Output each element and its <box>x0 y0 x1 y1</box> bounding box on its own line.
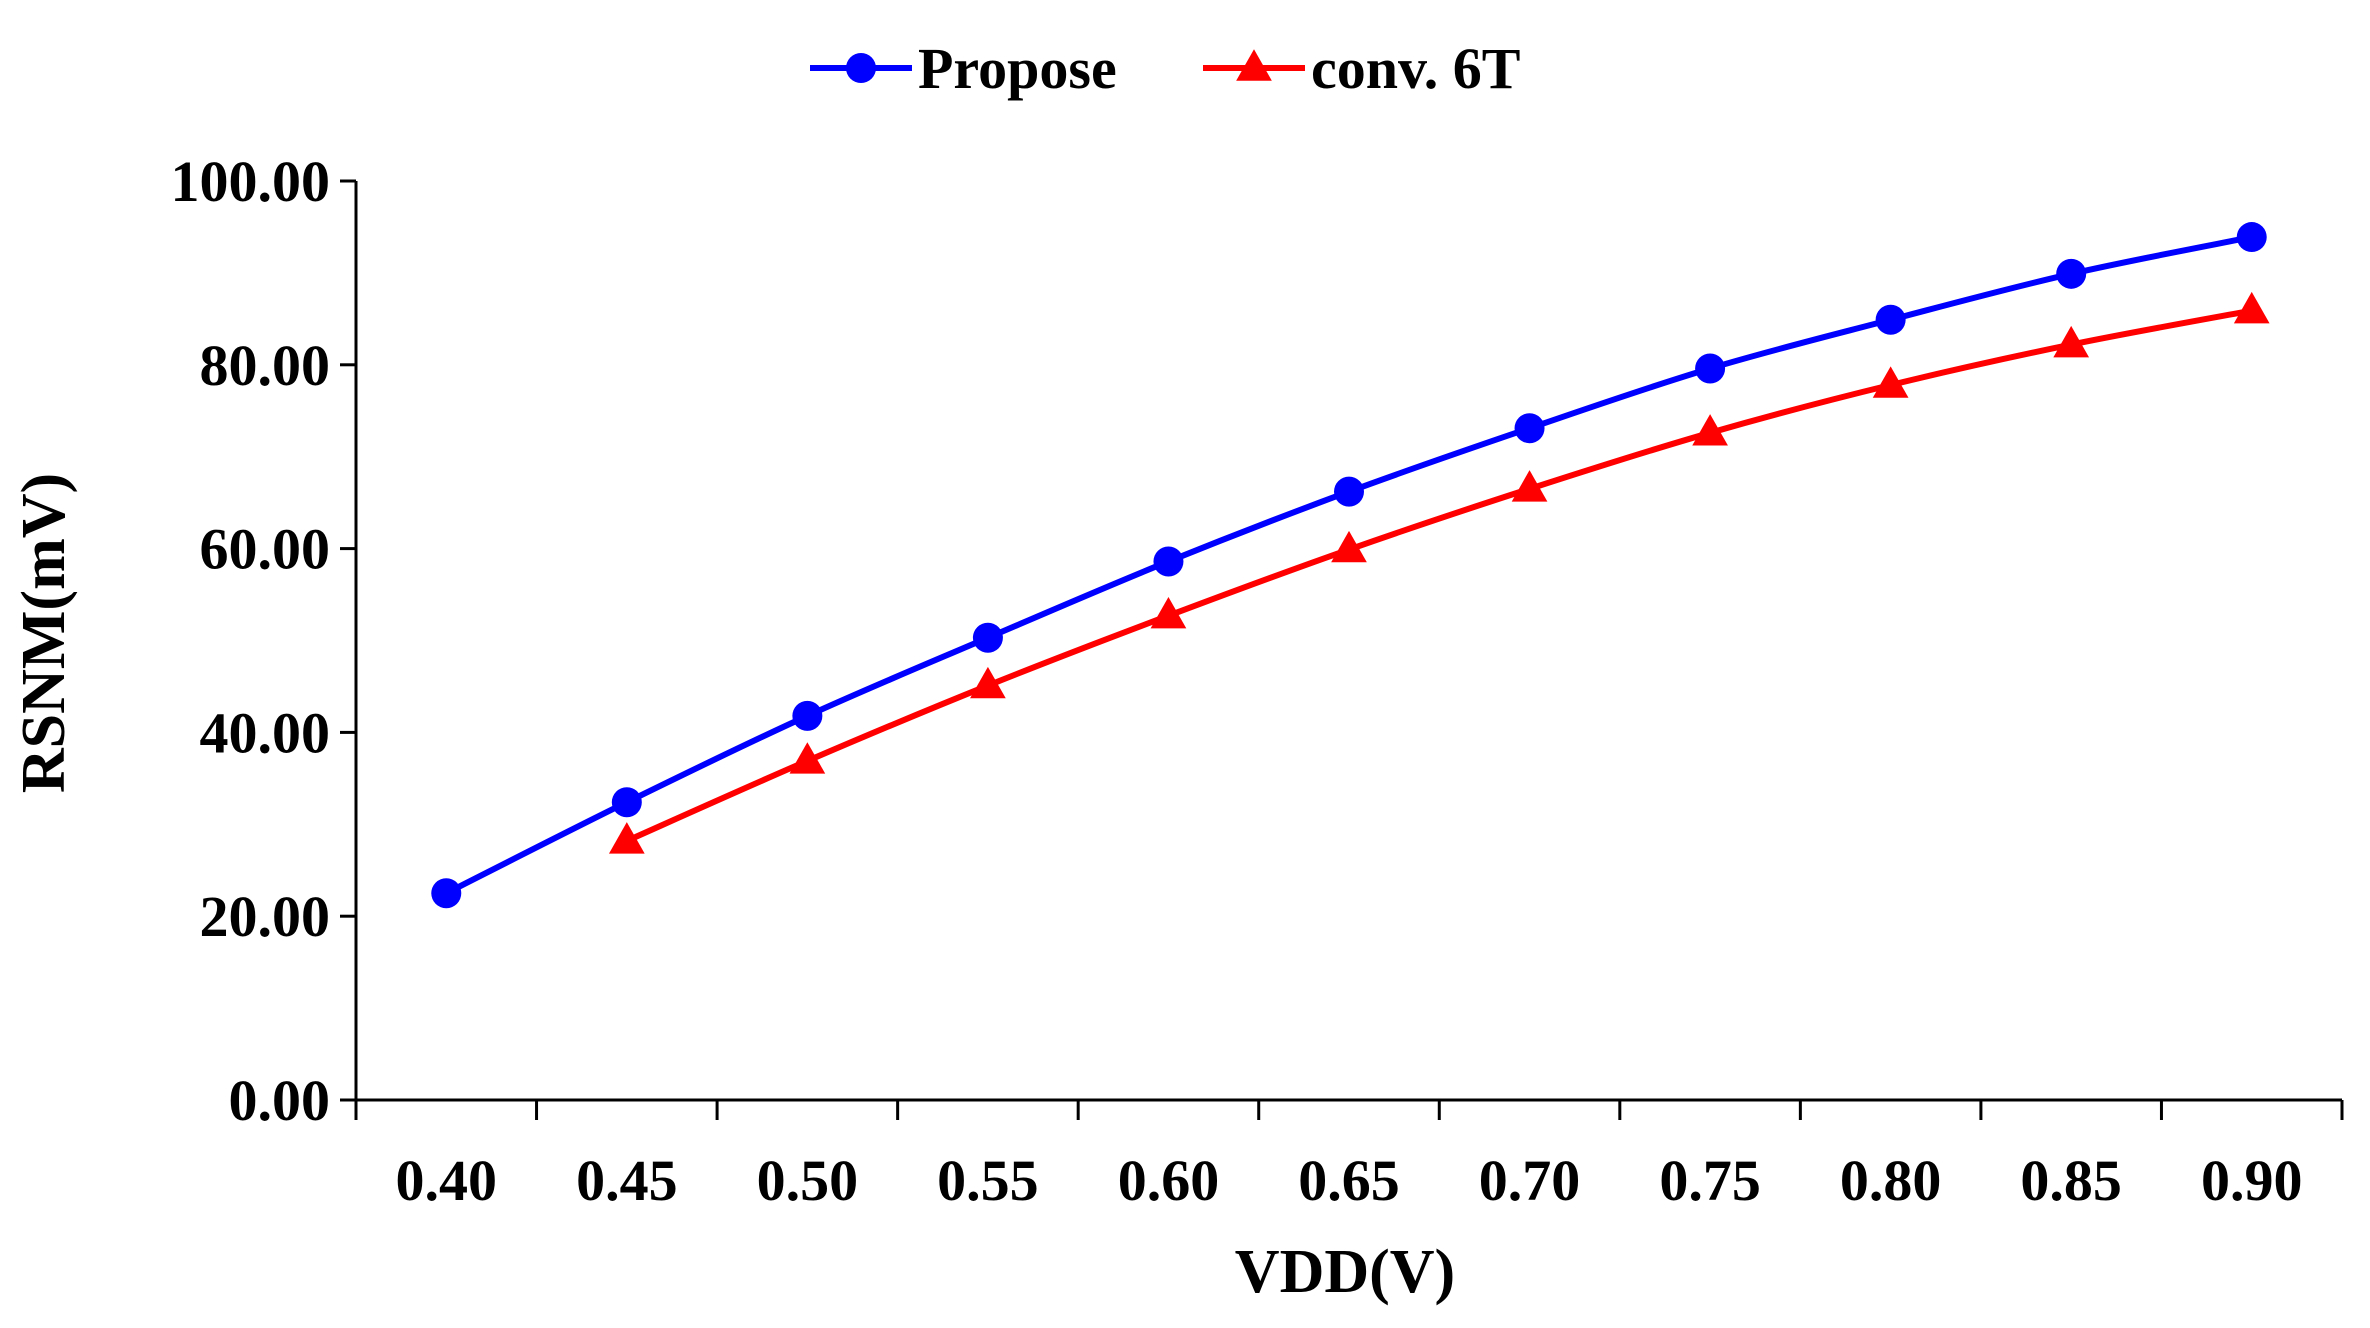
x-tick-label: 0.60 <box>1118 1148 1220 1213</box>
data-point-conv-6t <box>970 666 1006 699</box>
x-tick-label: 0.40 <box>396 1148 498 1213</box>
data-point-propose <box>611 787 642 818</box>
data-point-propose <box>2056 258 2087 289</box>
y-tick-label: 0.00 <box>229 1068 331 1133</box>
data-point-conv-6t <box>1511 470 1548 502</box>
legend-label: Propose <box>918 36 1117 101</box>
y-tick-label: 60.00 <box>200 517 331 582</box>
data-point-conv-6t <box>2053 325 2090 358</box>
data-point-propose <box>1875 304 1906 335</box>
data-point-propose <box>792 700 823 731</box>
legend-marker <box>1236 49 1272 81</box>
y-tick-label: 80.00 <box>200 333 331 398</box>
x-tick-label: 0.70 <box>1479 1148 1581 1213</box>
x-tick-label: 0.50 <box>757 1148 859 1213</box>
data-point-propose <box>1695 353 1726 384</box>
legend-label: conv. 6T <box>1311 36 1521 101</box>
x-axis-title: VDD(V) <box>1235 1238 1455 1306</box>
x-tick-label: 0.45 <box>576 1148 678 1213</box>
x-tick-label: 0.75 <box>1659 1148 1761 1213</box>
legend-item-propose: Propose <box>810 36 1117 101</box>
data-point-conv-6t <box>2233 291 2270 324</box>
data-point-conv-6t <box>1692 414 1728 446</box>
data-point-conv-6t <box>608 822 645 854</box>
x-axis: 0.40 0.45 0.50 0.55 0.60 0.65 0.70 0.75 0.80 0.85… <box>354 1098 2344 1213</box>
x-tick-label: 0.65 <box>1298 1148 1400 1213</box>
y-axis: 0.00 20.00 40.00 60.00 80.00 100.00 <box>171 149 358 1133</box>
series-propose <box>431 222 2267 909</box>
data-point-propose <box>1514 413 1545 444</box>
data-point-propose <box>972 622 1003 653</box>
legend-marker <box>846 53 876 83</box>
series-line-propose <box>444 234 2253 896</box>
x-tick-label: 0.55 <box>937 1148 1039 1213</box>
y-tick-label: 20.00 <box>200 884 331 949</box>
data-point-propose <box>1153 546 1184 577</box>
series-conv-6t <box>608 291 2270 854</box>
legend: Propose conv. 6T <box>810 36 1521 101</box>
y-axis-title: RSNM(mV) <box>10 473 78 793</box>
data-point-propose <box>1334 476 1364 507</box>
y-tick-label: 100.00 <box>171 149 331 214</box>
data-point-conv-6t <box>1872 366 1909 398</box>
legend-item-conv-6t: conv. 6T <box>1203 36 1521 101</box>
data-point-conv-6t <box>789 742 826 774</box>
y-tick-label: 40.00 <box>200 700 331 765</box>
x-tick-label: 0.90 <box>2201 1148 2303 1213</box>
x-tick-label: 0.85 <box>2020 1148 2122 1213</box>
data-point-conv-6t <box>1150 596 1187 629</box>
series-line-conv-6t <box>625 307 2253 844</box>
data-point-propose <box>431 878 462 909</box>
data-point-propose <box>2236 222 2267 253</box>
data-point-conv-6t <box>1331 530 1367 563</box>
x-tick-label: 0.80 <box>1840 1148 1942 1213</box>
series-layer <box>431 222 2270 909</box>
